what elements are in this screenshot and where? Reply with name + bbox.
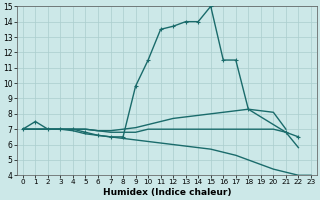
X-axis label: Humidex (Indice chaleur): Humidex (Indice chaleur) [103,188,231,197]
